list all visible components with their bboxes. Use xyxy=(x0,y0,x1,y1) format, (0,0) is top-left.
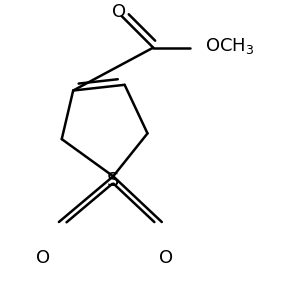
Text: O: O xyxy=(36,249,50,267)
Text: OCH$_3$: OCH$_3$ xyxy=(205,36,254,56)
Text: S: S xyxy=(107,171,119,190)
Text: O: O xyxy=(112,3,126,21)
Text: O: O xyxy=(159,249,173,267)
